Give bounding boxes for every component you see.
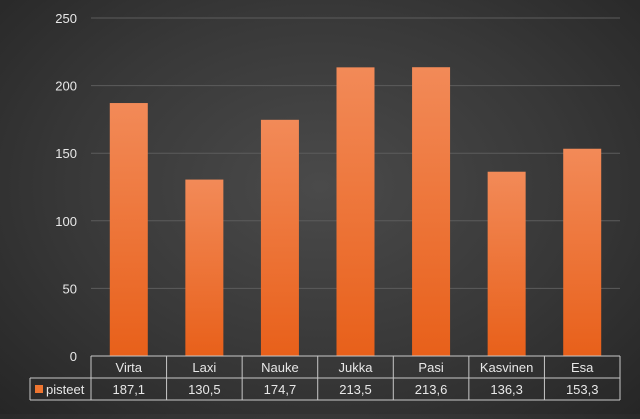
data-value-label: 153,3 [566,382,599,397]
bar-esa [563,148,602,356]
bar-pasi [412,67,451,356]
data-value-label: 187,1 [113,382,146,397]
y-tick-label: 0 [70,349,77,364]
bar-jukka [336,67,375,357]
category-label: Pasi [418,360,443,375]
data-value-label: 213,6 [415,382,448,397]
bar-nauke [260,119,299,356]
y-tick-label: 200 [55,79,77,94]
category-label: Laxi [192,360,216,375]
bar-virta [109,103,148,356]
bars [109,67,602,357]
category-label: Kasvinen [480,360,533,375]
y-tick-label: 150 [55,146,77,161]
data-value-label: 174,7 [264,382,297,397]
y-axis: 0 50 100 150 200 250 [55,11,77,364]
category-label: Nauke [261,360,299,375]
y-tick-label: 250 [55,11,77,26]
data-value-label: 130,5 [188,382,221,397]
y-tick-label: 50 [63,281,77,296]
data-value-label: 213,5 [339,382,372,397]
legend-key [35,385,43,393]
category-label: Esa [571,360,594,375]
bar-laxi [185,179,224,356]
data-table: Virta 187,1 Laxi 130,5 Nauke 174,7 Jukka 213,5 P… [29,355,621,401]
y-tick-label: 100 [55,214,77,229]
category-label: Jukka [339,360,374,375]
bar-kasvinen [487,171,526,356]
series-name: pisteet [46,382,85,397]
category-label: Virta [116,360,143,375]
data-value-label: 136,3 [490,382,523,397]
